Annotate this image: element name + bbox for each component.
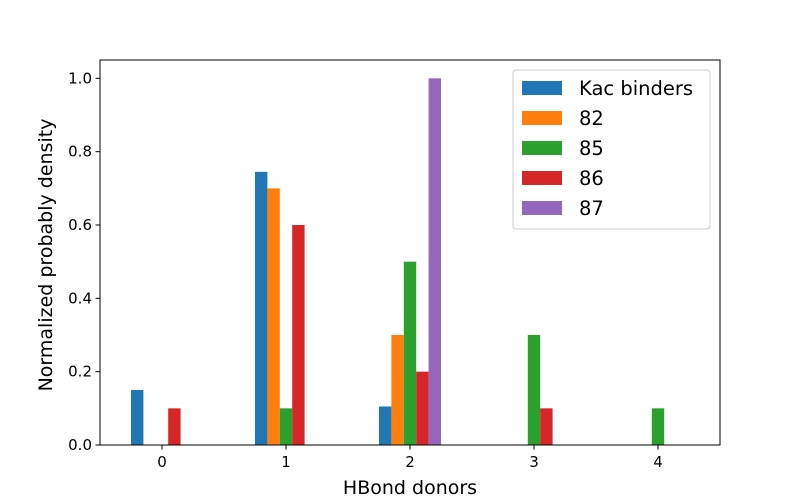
- bar-kac-binders-2: [379, 406, 392, 445]
- legend-swatch: [522, 111, 562, 125]
- legend-box: [512, 69, 711, 230]
- y-tick-label: 0.8: [68, 143, 92, 161]
- legend-swatch: [522, 201, 562, 215]
- bar-kac-binders-1: [255, 171, 268, 446]
- bar-86-2: [416, 371, 429, 445]
- x-tick-label: 1: [281, 453, 291, 471]
- bar-86-1: [292, 225, 305, 445]
- bar-86-3: [540, 408, 553, 445]
- bar-kac-binders-0: [131, 390, 144, 445]
- y-tick-label: 0.2: [68, 363, 92, 381]
- bar-82-1: [267, 188, 280, 446]
- bar-85-3: [527, 335, 541, 445]
- y-tick-label: 0.4: [68, 289, 92, 307]
- bar-85-1: [279, 408, 293, 445]
- legend-swatch: [522, 141, 562, 155]
- x-tick-label: 2: [405, 453, 415, 471]
- x-axis-title: HBond donors: [343, 477, 477, 499]
- legend-swatch: [522, 171, 562, 185]
- y-tick-label: 0.6: [68, 216, 92, 234]
- bar-82-2: [391, 335, 404, 445]
- bars-group: [131, 78, 665, 446]
- bar-85-2: [403, 261, 417, 445]
- legend-label: 82: [579, 107, 604, 130]
- legend-label: 87: [579, 197, 604, 220]
- bar-85-4: [651, 408, 665, 445]
- y-axis-title: Normalized probably density: [35, 119, 57, 392]
- bar-87-2: [428, 78, 441, 445]
- y-tick-label: 1.0: [68, 69, 92, 87]
- x-tick-label: 3: [529, 453, 539, 471]
- legend-label: 85: [579, 137, 604, 160]
- y-tick-label: 0.0: [68, 436, 92, 454]
- legend: Kac binders 82 85 86 87: [512, 69, 711, 230]
- x-tick-label: 4: [653, 453, 663, 471]
- axes-group: 0 1 2 3 4 0.0 0.2 0.4 0.6 0.8 1.0: [68, 59, 721, 471]
- legend-swatch: [522, 81, 562, 95]
- bar-86-0: [168, 408, 181, 445]
- x-tick-label: 0: [157, 453, 167, 471]
- legend-label: 86: [579, 167, 604, 190]
- legend-label: Kac binders: [579, 77, 693, 100]
